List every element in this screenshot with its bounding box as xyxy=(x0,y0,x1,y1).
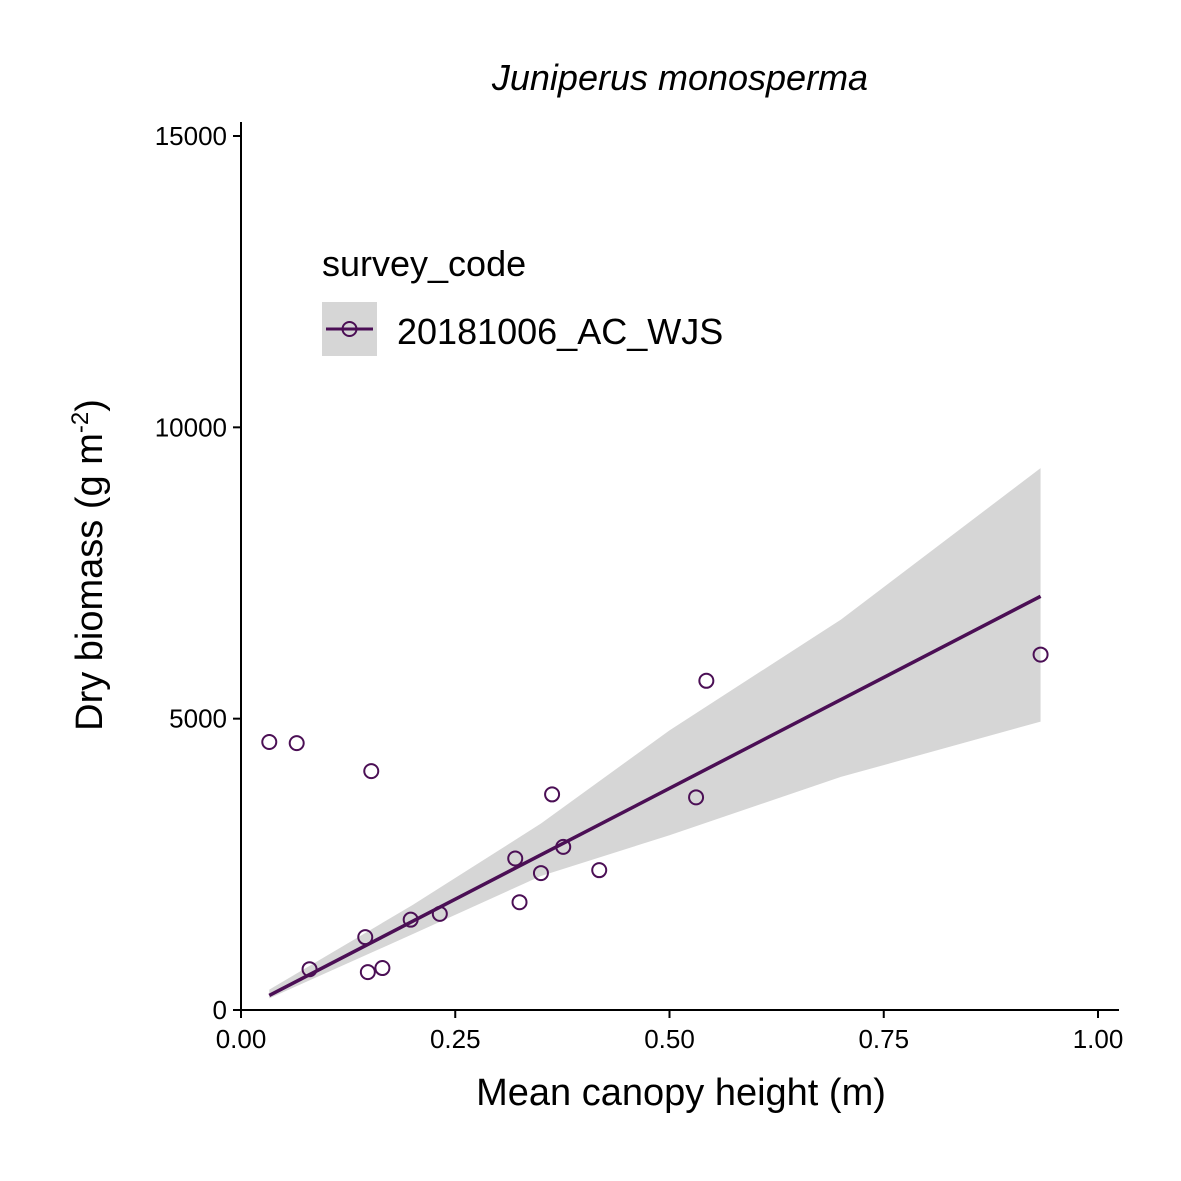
y-tick-label: 5000 xyxy=(169,704,227,734)
data-point xyxy=(698,672,715,689)
axes xyxy=(240,122,1119,1011)
y-axis-title-main: Dry biomass (g m xyxy=(69,433,111,731)
data-point xyxy=(555,838,572,855)
x-tick-label: 0.25 xyxy=(430,1024,481,1054)
x-tick-label: 0.50 xyxy=(644,1024,695,1054)
data-points-layer xyxy=(261,646,1049,981)
data-point xyxy=(402,911,419,928)
data-point xyxy=(357,929,374,946)
chart-title: Juniperus monosperma xyxy=(491,57,868,98)
data-point xyxy=(261,733,278,750)
data-point xyxy=(688,789,705,806)
confidence-band-layer xyxy=(269,468,1041,999)
data-point xyxy=(507,850,524,867)
x-tick-label: 1.00 xyxy=(1073,1024,1124,1054)
x-axis-title: Mean canopy height (m) xyxy=(476,1072,886,1114)
data-point xyxy=(1032,646,1049,663)
y-tick-label: 15000 xyxy=(155,121,227,151)
confidence-band xyxy=(269,468,1041,999)
data-point xyxy=(301,961,318,978)
y-axis-title: Dry biomass (g m-2) xyxy=(67,399,111,731)
legend-entry-label: 20181006_AC_WJS xyxy=(397,311,723,352)
x-tick-label: 0.75 xyxy=(858,1024,909,1054)
data-point xyxy=(431,905,448,922)
y-tick-label: 10000 xyxy=(155,412,227,442)
data-point xyxy=(591,862,608,879)
y-tick-label: 0 xyxy=(213,995,227,1025)
axis-ticks: 0.00 0.25 0.50 0.75 1.00 0 5000 10000 15000 xyxy=(155,121,1124,1054)
data-point xyxy=(288,735,305,752)
x-tick-label: 0.00 xyxy=(216,1024,267,1054)
data-point xyxy=(374,960,391,977)
legend: survey_code 20181006_AC_WJS xyxy=(322,243,723,356)
data-point xyxy=(363,763,380,780)
fit-line-layer xyxy=(268,594,1042,997)
legend-title: survey_code xyxy=(322,243,526,284)
fit-line xyxy=(268,594,1042,997)
y-axis-title-close: ) xyxy=(69,399,111,412)
y-axis-title-superscript: -2 xyxy=(67,412,94,433)
data-point xyxy=(544,786,561,803)
legend-key-marker xyxy=(341,321,358,337)
data-point xyxy=(532,865,549,882)
data-point xyxy=(359,964,376,981)
data-point xyxy=(511,894,528,911)
